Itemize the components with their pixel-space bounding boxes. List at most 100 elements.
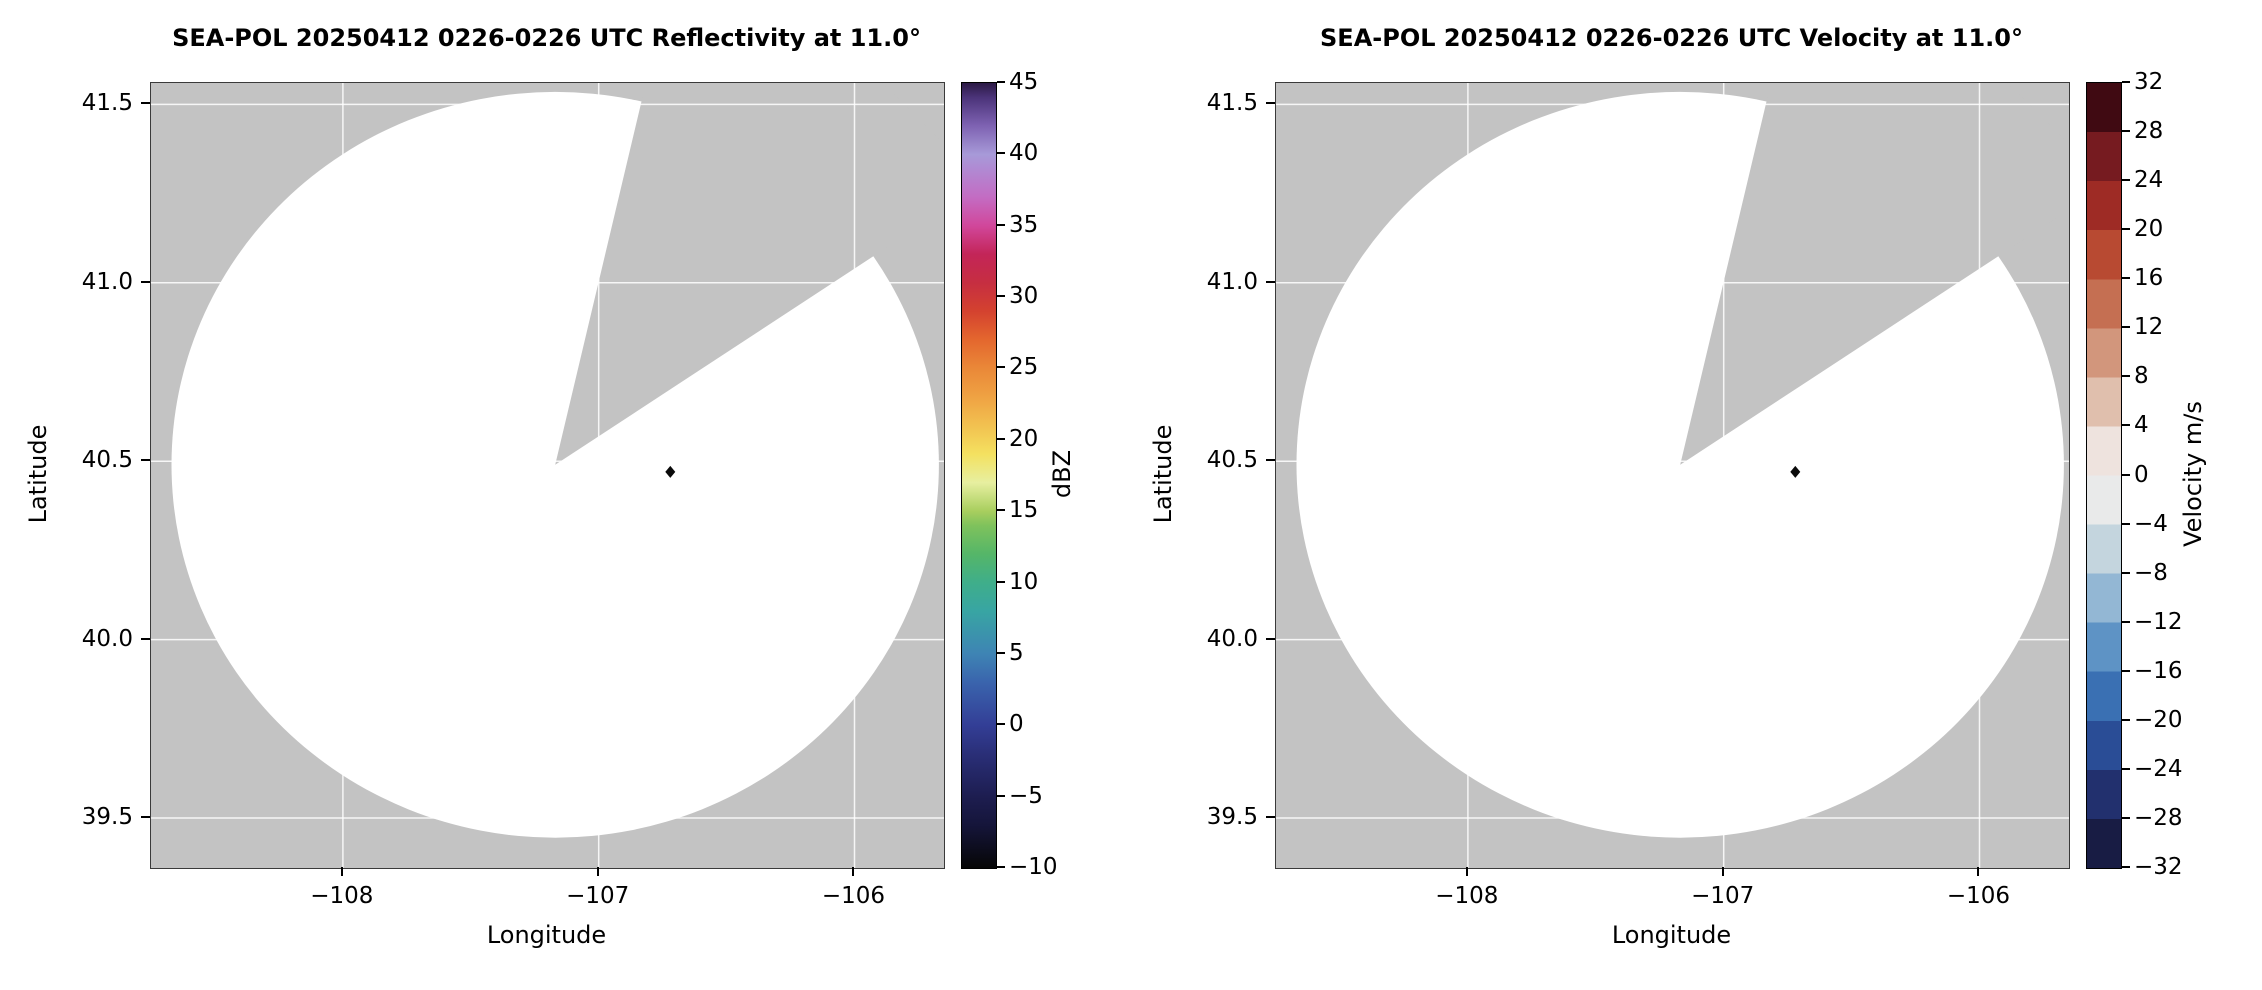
reflectivity-x-axis-label: Longitude bbox=[486, 921, 607, 949]
colorbar-tick-label: 10 bbox=[1009, 568, 1039, 595]
y-tick-mark bbox=[141, 280, 150, 283]
y-tick-mark bbox=[141, 459, 150, 462]
x-tick-label: −107 bbox=[1691, 883, 1755, 909]
radar-site-marker bbox=[1790, 465, 1801, 478]
colorbar-tick-label: −12 bbox=[2134, 608, 2183, 635]
y-tick-mark bbox=[141, 102, 150, 105]
colorbar-tick-label: −8 bbox=[2134, 559, 2168, 586]
colorbar-tick-mark bbox=[997, 580, 1005, 583]
colorbar-tick-label: 20 bbox=[1009, 425, 1039, 452]
colorbar-tick-mark bbox=[997, 723, 1005, 726]
reflectivity-ppi-plot bbox=[150, 82, 945, 869]
colorbar-tick-label: 24 bbox=[2134, 167, 2164, 194]
y-tick-label: 39.5 bbox=[1206, 804, 1258, 831]
y-tick-label: 40.0 bbox=[81, 625, 133, 652]
colorbar-tick-label: 25 bbox=[1009, 354, 1039, 381]
colorbar-tick-mark bbox=[2122, 669, 2130, 672]
y-tick-mark bbox=[1266, 280, 1275, 283]
colorbar-tick-mark bbox=[2122, 326, 2130, 329]
x-tick-label: −106 bbox=[821, 883, 886, 909]
colorbar-tick-mark bbox=[2122, 767, 2130, 770]
colorbar-tick-label: 30 bbox=[1009, 283, 1039, 310]
x-tick-mark bbox=[596, 867, 599, 876]
colorbar-tick-label: 32 bbox=[2134, 69, 2164, 95]
colorbar-tick-label: −24 bbox=[2134, 755, 2183, 782]
colorbar-tick-mark bbox=[997, 651, 1005, 654]
colorbar-tick-label: 12 bbox=[2134, 314, 2164, 341]
colorbar-tick-label: 40 bbox=[1009, 140, 1039, 167]
colorbar-tick-label: 45 bbox=[1009, 69, 1039, 95]
x-tick-mark bbox=[1977, 867, 1980, 876]
y-tick-mark bbox=[1266, 637, 1275, 640]
colorbar-tick-mark bbox=[2122, 130, 2130, 133]
colorbar-tick-mark bbox=[997, 295, 1005, 298]
colorbar-tick-mark bbox=[997, 794, 1005, 797]
x-tick-label: −108 bbox=[310, 883, 374, 909]
colorbar-tick-label: −20 bbox=[2134, 706, 2183, 733]
y-tick-label: 41.0 bbox=[1206, 268, 1258, 295]
y-tick-label: 41.5 bbox=[81, 90, 133, 117]
y-tick-label: 40.5 bbox=[1206, 447, 1258, 474]
colorbar-tick-label: 16 bbox=[2134, 265, 2164, 292]
colorbar-tick-mark bbox=[997, 223, 1005, 226]
y-tick-mark bbox=[1266, 816, 1275, 819]
colorbar-tick-mark bbox=[2122, 571, 2130, 574]
colorbar-tick-label: 35 bbox=[1009, 211, 1039, 238]
colorbar-tick-mark bbox=[997, 366, 1005, 369]
y-tick-mark bbox=[1266, 102, 1275, 105]
colorbar-tick-label: −10 bbox=[1009, 854, 1058, 880]
x-tick-mark bbox=[852, 867, 855, 876]
colorbar-tick-label: −32 bbox=[2134, 854, 2183, 880]
colorbar-tick-label: 15 bbox=[1009, 497, 1039, 524]
colorbar-tick-mark bbox=[997, 509, 1005, 512]
colorbar-tick-label: 28 bbox=[2134, 118, 2164, 145]
colorbar-tick-mark bbox=[2122, 81, 2130, 83]
velocity-ppi-plot bbox=[1275, 82, 2070, 869]
y-tick-mark bbox=[141, 816, 150, 819]
colorbar-tick-mark bbox=[2122, 718, 2130, 721]
y-tick-label: 39.5 bbox=[81, 804, 133, 831]
colorbar-tick-label: −16 bbox=[2134, 657, 2183, 684]
radar-site-marker bbox=[665, 465, 676, 478]
colorbar-tick-mark bbox=[2122, 375, 2130, 378]
colorbar-tick-mark bbox=[2122, 473, 2130, 476]
y-tick-mark bbox=[1266, 459, 1275, 462]
colorbar-tick-mark bbox=[997, 437, 1005, 440]
colorbar-tick-label: 20 bbox=[2134, 216, 2164, 243]
velocity-x-axis-label: Longitude bbox=[1611, 921, 1732, 949]
colorbar-tick-mark bbox=[2122, 522, 2130, 525]
colorbar-tick-mark bbox=[2122, 620, 2130, 623]
colorbar-tick-mark bbox=[2122, 424, 2130, 427]
x-tick-label: −106 bbox=[1946, 883, 2011, 909]
colorbar-tick-label: 5 bbox=[1009, 639, 1024, 666]
colorbar-tick-label: −5 bbox=[1009, 782, 1043, 809]
colorbar-tick-mark bbox=[2122, 179, 2130, 182]
reflectivity-colorbar bbox=[961, 82, 997, 869]
x-tick-label: −107 bbox=[566, 883, 630, 909]
x-tick-label: −108 bbox=[1435, 883, 1499, 909]
x-tick-mark bbox=[1721, 867, 1724, 876]
reflectivity-colorbar-label: dBZ bbox=[1048, 449, 1076, 498]
colorbar-tick-mark bbox=[2122, 228, 2130, 231]
y-tick-label: 40.5 bbox=[81, 447, 133, 474]
y-tick-label: 41.0 bbox=[81, 268, 133, 295]
colorbar-tick-mark bbox=[2122, 866, 2130, 868]
colorbar-tick-label: −28 bbox=[2134, 804, 2183, 831]
colorbar-tick-mark bbox=[997, 866, 1005, 868]
velocity-plot-title: SEA-POL 20250412 0226-0226 UTC Velocity … bbox=[1320, 24, 2023, 52]
reflectivity-plot-title: SEA-POL 20250412 0226-0226 UTC Reflectiv… bbox=[172, 24, 921, 52]
colorbar-tick-label: 0 bbox=[2134, 461, 2149, 488]
y-tick-mark bbox=[141, 637, 150, 640]
colorbar-tick-label: 8 bbox=[2134, 363, 2149, 390]
y-tick-label: 41.5 bbox=[1206, 90, 1258, 117]
colorbar-tick-mark bbox=[2122, 816, 2130, 819]
velocity-colorbar bbox=[2086, 82, 2122, 869]
colorbar-tick-mark bbox=[2122, 277, 2130, 280]
x-tick-mark bbox=[1465, 867, 1468, 876]
colorbar-tick-mark bbox=[997, 152, 1005, 155]
colorbar-tick-label: 4 bbox=[2134, 412, 2149, 439]
y-tick-label: 40.0 bbox=[1206, 625, 1258, 652]
colorbar-tick-label: 0 bbox=[1009, 711, 1024, 738]
colorbar-tick-mark bbox=[997, 81, 1005, 83]
